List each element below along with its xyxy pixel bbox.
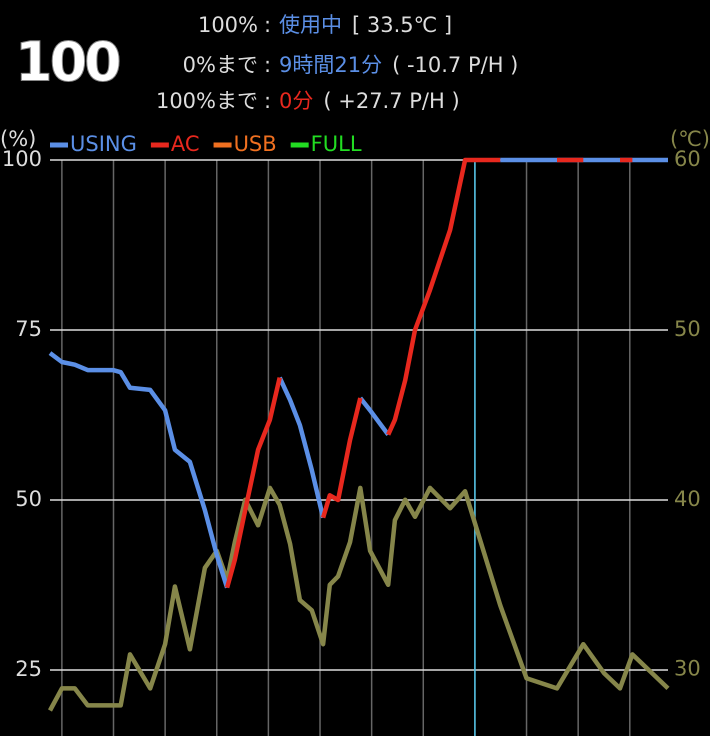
- battery-line: [224, 157, 633, 589]
- legend-label: USING: [70, 132, 137, 156]
- y2-tick-label: 60: [674, 147, 701, 171]
- y-tick-label: 75: [15, 317, 42, 341]
- y2-axis-label: (℃): [670, 127, 710, 151]
- legend-label: AC: [171, 132, 200, 156]
- y-tick-label: 50: [15, 487, 42, 511]
- row-value: 9時間21分: [279, 53, 382, 77]
- battery-level: 100: [15, 31, 119, 94]
- y-axis-label: (%): [0, 127, 36, 151]
- y2-tick-label: 50: [674, 317, 701, 341]
- row-extra: ( -10.7 P/H ): [392, 53, 518, 77]
- row-label: 100%まで: [156, 89, 258, 113]
- temperature-line: [48, 485, 670, 712]
- y2-tick-label: 40: [674, 487, 701, 511]
- row-extra: ( +27.7 P/H ): [323, 89, 459, 113]
- y2-tick-label: 30: [674, 657, 701, 681]
- legend-label: USB: [234, 132, 277, 156]
- row-separator: :: [264, 53, 271, 77]
- row-label: 0%まで: [183, 53, 258, 77]
- row-extra: [ 33.5℃ ]: [352, 13, 452, 37]
- legend-label: FULL: [311, 132, 362, 156]
- y-tick-label: 100: [2, 147, 42, 171]
- row-separator: :: [264, 89, 271, 113]
- battery-line: [48, 157, 668, 589]
- row-value: 0分: [279, 89, 313, 113]
- row-separator: :: [264, 13, 271, 37]
- row-value: 使用中: [279, 13, 342, 37]
- y-tick-label: 25: [15, 657, 42, 681]
- row-label: 100%: [198, 13, 258, 37]
